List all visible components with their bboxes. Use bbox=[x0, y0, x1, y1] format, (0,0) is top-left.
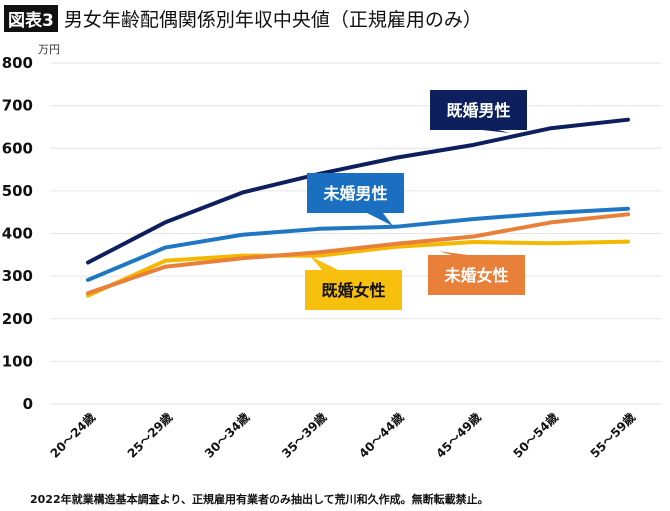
series-label: 既婚女性 bbox=[321, 281, 385, 300]
chart-title: 図表3 男女年齢配偶関係別年収中央値（正規雇用のみ） bbox=[4, 4, 482, 32]
y-tick-label: 600 bbox=[2, 139, 33, 157]
x-tick-label: 45～49歳 bbox=[433, 410, 484, 461]
x-tick-label: 25～29歳 bbox=[124, 410, 175, 461]
source-note: 2022年就業構造基本調査より、正規雇用有業者のみ抽出して荒川和久作成。無断転載… bbox=[30, 493, 489, 506]
y-tick-label: 500 bbox=[2, 182, 33, 200]
x-tick-label: 30～34歳 bbox=[201, 410, 252, 461]
x-tick-label: 20～24歳 bbox=[47, 410, 98, 461]
series-label: 未婚男性 bbox=[322, 184, 387, 203]
callout-pointer bbox=[367, 213, 393, 226]
y-tick-label: 400 bbox=[2, 225, 33, 243]
y-axis-unit: 万円 bbox=[38, 43, 60, 56]
callout-pointer bbox=[482, 130, 510, 133]
y-tick-label: 100 bbox=[2, 352, 33, 370]
title-text: 男女年齢配偶関係別年収中央値（正規雇用のみ） bbox=[63, 8, 482, 31]
series-label: 既婚男性 bbox=[446, 101, 510, 120]
series-label-box bbox=[428, 255, 525, 295]
series-label: 未婚女性 bbox=[443, 266, 508, 285]
x-tick-label: 55～59歳 bbox=[587, 410, 638, 461]
y-tick-label: 800 bbox=[2, 54, 33, 72]
series-line-3 bbox=[86, 239, 630, 298]
x-tick-label: 35～39歳 bbox=[278, 410, 329, 461]
y-tick-label: 200 bbox=[2, 310, 33, 328]
x-tick-label: 50～54歳 bbox=[510, 410, 561, 461]
series-label-box bbox=[430, 90, 527, 130]
figure-badge: 図表3 bbox=[4, 4, 58, 32]
series-line-2 bbox=[86, 212, 630, 296]
series-line-0 bbox=[86, 117, 630, 265]
callout-pointer bbox=[438, 251, 468, 255]
callout-pointer bbox=[310, 256, 338, 270]
x-tick-label: 40～44歳 bbox=[355, 410, 406, 461]
series-label-box bbox=[307, 173, 404, 213]
series-label-box bbox=[305, 270, 402, 310]
y-tick-label: 0 bbox=[23, 395, 33, 413]
series-line-1 bbox=[86, 206, 630, 282]
y-tick-label: 700 bbox=[2, 97, 33, 115]
y-tick-label: 300 bbox=[2, 267, 33, 285]
